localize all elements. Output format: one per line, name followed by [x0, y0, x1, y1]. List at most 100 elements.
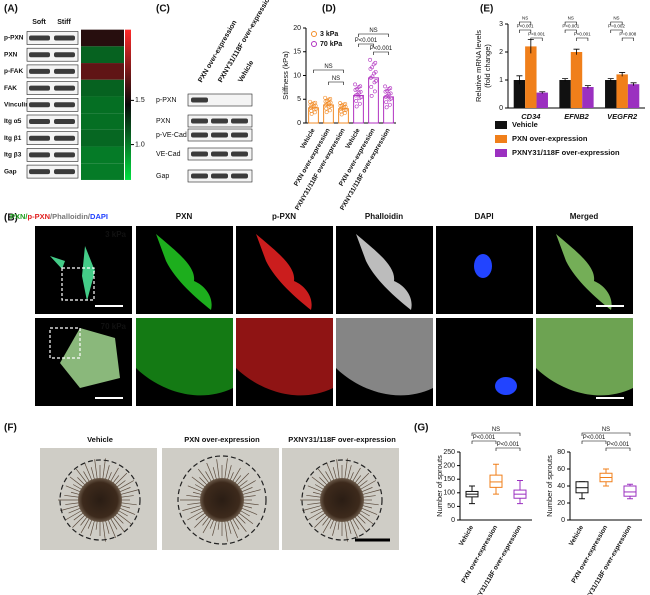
significance-label: NS — [602, 427, 610, 433]
blot-band — [29, 152, 50, 158]
heatmap-cell — [81, 29, 124, 47]
sprout — [241, 502, 259, 506]
sprout — [355, 472, 370, 487]
sprout — [118, 507, 136, 515]
y-tick-label: 0 — [297, 120, 301, 127]
y-tick-label: 3 — [499, 21, 503, 28]
sprout — [205, 471, 213, 483]
sprout — [75, 468, 89, 485]
sprout — [202, 517, 213, 534]
dot — [373, 69, 378, 74]
sprout — [361, 495, 376, 498]
box — [489, 474, 503, 488]
row-label: Gap — [156, 173, 169, 180]
sprout — [119, 502, 137, 506]
sprout — [226, 465, 232, 481]
y-tick-label: 0 — [451, 517, 455, 524]
dot — [354, 99, 359, 103]
colorbar-tick-label: 1.0 — [135, 141, 145, 148]
dot — [342, 108, 347, 113]
sprout — [72, 513, 87, 528]
sprout — [240, 507, 258, 515]
sprout — [186, 494, 203, 498]
legend-swatch — [495, 149, 507, 157]
sprout — [314, 513, 329, 528]
error-bar — [562, 78, 569, 82]
sprout — [113, 472, 128, 487]
sprout — [360, 487, 373, 493]
sprout — [307, 509, 325, 521]
blot-band — [29, 119, 50, 124]
lane-label: Soft — [32, 19, 46, 26]
dot — [339, 109, 344, 114]
y-axis-label-line: Number of sprouts — [545, 455, 554, 517]
dot — [329, 104, 333, 109]
sprout — [353, 515, 367, 532]
blot-band — [191, 97, 208, 103]
blot-strip — [26, 131, 79, 145]
sprout — [306, 494, 323, 498]
blot-strip — [26, 31, 79, 45]
sprout — [307, 485, 324, 493]
blot-band — [231, 132, 248, 138]
dot — [368, 57, 372, 62]
dot — [340, 106, 345, 111]
sprout — [359, 480, 376, 491]
sprout — [206, 462, 215, 482]
row-label: p-VE-Cad — [156, 132, 187, 139]
sprout — [326, 462, 335, 482]
dot — [389, 96, 393, 101]
sprout — [344, 519, 348, 542]
significance-bracket — [564, 21, 577, 25]
significance-label: NS — [522, 16, 528, 21]
row-label: Itg α5 — [4, 118, 22, 125]
x-tick-label: VEGFR2 — [607, 112, 638, 121]
sprout — [77, 477, 87, 487]
heatmap-cell — [81, 113, 124, 130]
dot — [369, 94, 374, 98]
error-bar — [539, 91, 546, 94]
sprout — [231, 517, 240, 530]
sprout — [360, 507, 378, 515]
legend-swatch — [311, 31, 317, 37]
sprout — [233, 515, 247, 532]
dot — [370, 65, 374, 70]
cell — [156, 234, 212, 310]
blot-strip — [26, 81, 79, 95]
blot-strip — [26, 98, 79, 112]
sprout — [107, 518, 117, 539]
heatmap-cell — [81, 79, 124, 97]
sprout — [307, 502, 323, 505]
dot — [354, 104, 359, 109]
sprout — [90, 519, 96, 536]
y-tick-label: 60 — [557, 466, 565, 473]
dot — [385, 88, 389, 93]
channel-label: PXN — [176, 212, 193, 221]
dot — [323, 95, 327, 100]
error-bar — [516, 75, 523, 85]
dot — [369, 85, 374, 89]
sprout — [302, 504, 323, 511]
x-tick-label: EFNB2 — [564, 112, 589, 121]
blot-band — [54, 169, 75, 175]
legend-label: PXN over-expression — [512, 134, 588, 143]
y-tick-label: 20 — [293, 25, 301, 32]
significance-label: NS — [492, 427, 500, 433]
significance-label: P<0.001 — [607, 442, 630, 448]
sprout — [319, 477, 329, 487]
sprout — [237, 511, 254, 525]
cell — [236, 318, 333, 396]
sprout — [346, 519, 352, 534]
sprout — [239, 509, 250, 517]
dot — [328, 97, 333, 101]
sprout — [90, 467, 96, 481]
x-tick-label: CD34 — [521, 112, 541, 121]
significance-bracket — [581, 432, 631, 436]
y-axis-label: Stiffness (kPa) — [281, 51, 290, 100]
dot — [384, 105, 389, 110]
dot — [324, 106, 329, 111]
sprout — [226, 519, 232, 534]
sprout — [199, 477, 209, 487]
blot-band — [29, 35, 50, 41]
y-tick-label: 5 — [297, 96, 301, 103]
